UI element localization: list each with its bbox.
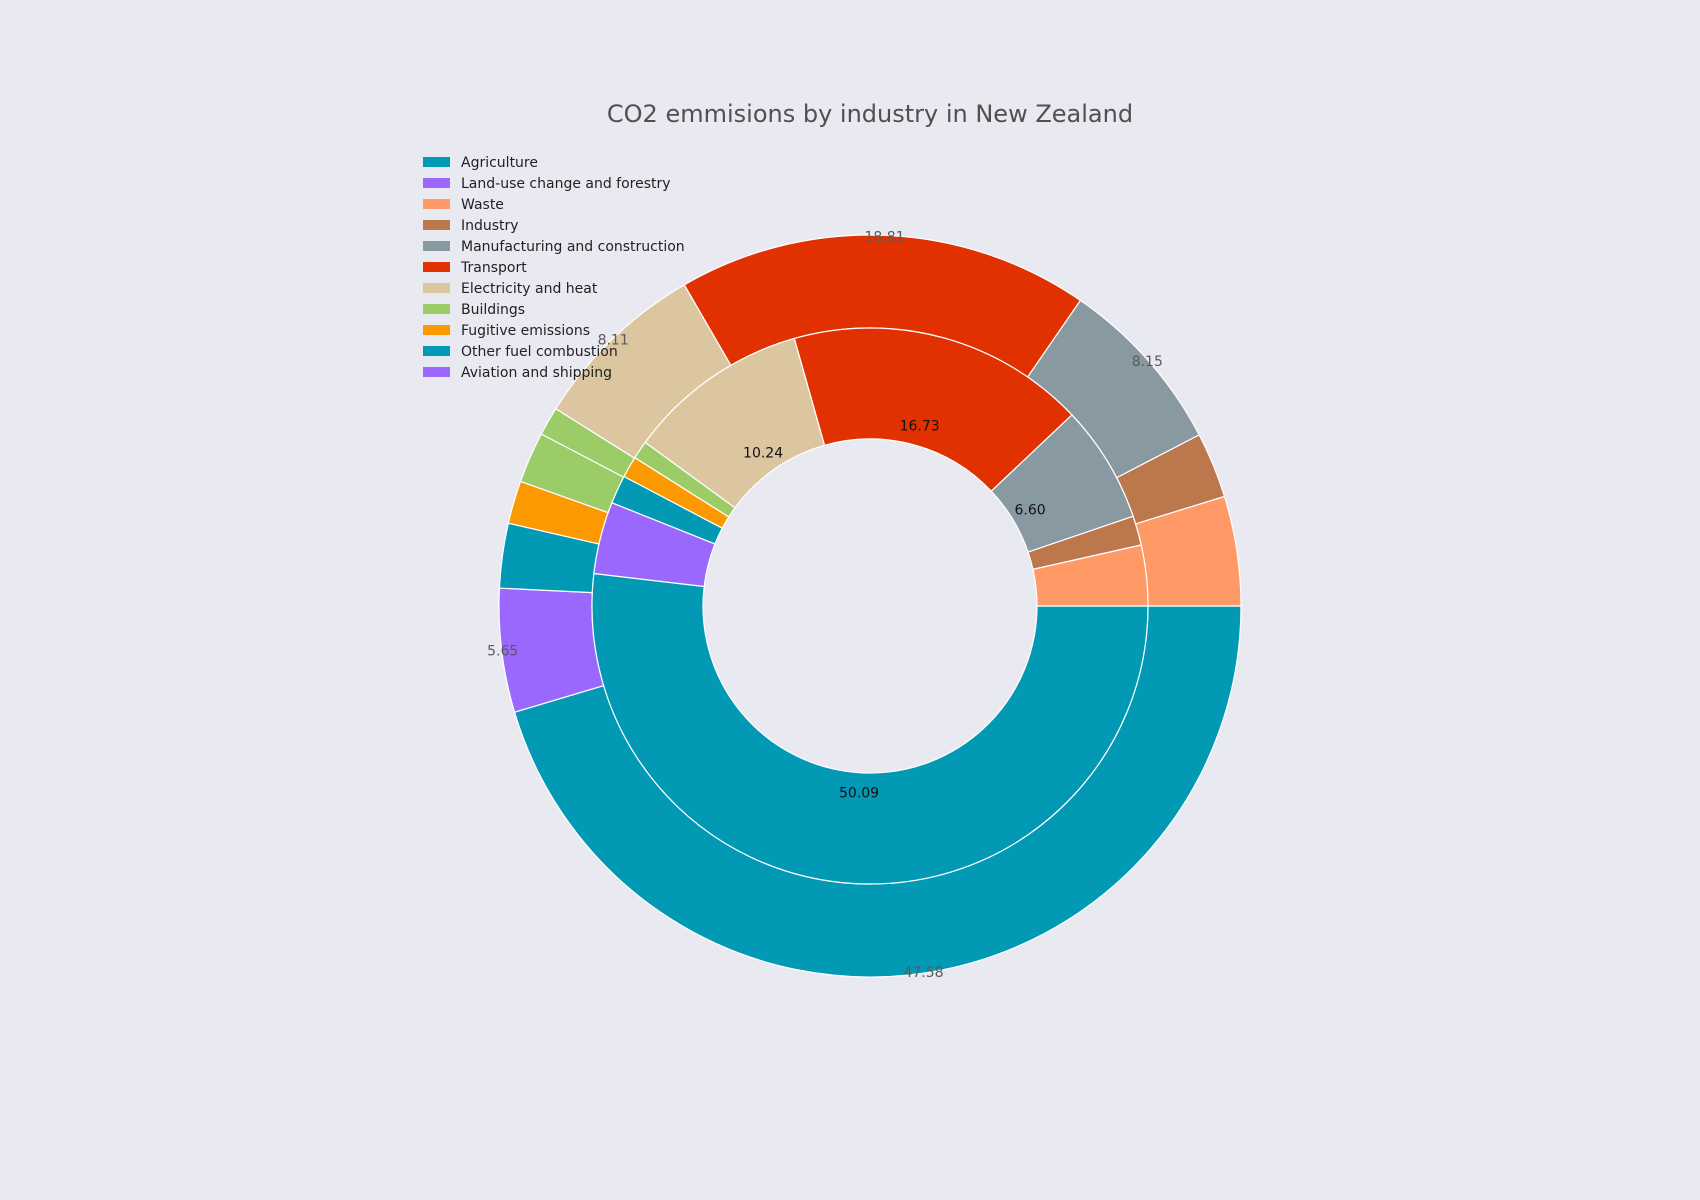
outer-ring-value-label: 18.81 <box>865 229 905 245</box>
legend-label: Fugitive emissions <box>461 323 590 339</box>
legend-label: Buildings <box>461 302 525 318</box>
legend-swatch <box>423 262 450 272</box>
legend-label: Waste <box>461 197 504 213</box>
inner-ring-value-label: 6.60 <box>1014 502 1045 518</box>
legend-swatch <box>423 367 450 377</box>
legend-swatch <box>423 157 450 167</box>
legend-label: Industry <box>461 218 519 234</box>
inner-ring-slice <box>793 327 1073 493</box>
inner-ring-slice <box>591 572 1149 885</box>
legend-label: Electricity and heat <box>461 281 598 297</box>
legend-swatch <box>423 346 450 356</box>
legend-label: Aviation and shipping <box>461 365 612 381</box>
inner-ring-value-label: 50.09 <box>839 786 879 802</box>
legend-label: Land-use change and forestry <box>461 176 671 192</box>
legend-swatch <box>423 304 450 314</box>
inner-ring-labels: 50.09 10.24 16.73 6.60 <box>743 419 1046 802</box>
legend: Agriculture Land-use change and forestry W… <box>423 155 685 381</box>
legend-label: Transport <box>460 260 527 276</box>
legend-swatch <box>423 178 450 188</box>
inner-ring-value-label: 16.73 <box>900 419 940 435</box>
outer-ring-value-label: 8.15 <box>1132 354 1163 370</box>
legend-label: Other fuel combustion <box>461 344 618 360</box>
outer-ring-value-label: 5.65 <box>487 644 518 660</box>
legend-label: Agriculture <box>461 155 538 171</box>
outer-ring-value-label: 47.58 <box>903 965 943 981</box>
legend-swatch <box>423 220 450 230</box>
inner-ring-value-label: 10.24 <box>743 446 783 462</box>
outer-ring-value-label: 8.11 <box>598 333 629 349</box>
outer-ring-labels: 47.58 5.65 8.11 18.81 8.15 <box>487 229 1163 981</box>
legend-swatch <box>423 241 450 251</box>
legend-swatch <box>423 283 450 293</box>
inner-ring <box>591 327 1149 885</box>
chart-title: CO2 emmisions by industry in New Zealand <box>607 100 1133 128</box>
inner-ring-slice <box>1032 544 1149 607</box>
legend-label: Manufacturing and construction <box>461 239 685 255</box>
legend-swatch <box>423 199 450 209</box>
legend-swatch <box>423 325 450 335</box>
